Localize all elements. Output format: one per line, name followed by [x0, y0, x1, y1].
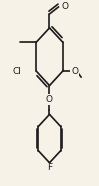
Text: O: O [71, 67, 78, 76]
Text: O: O [61, 2, 68, 11]
Text: O: O [61, 2, 68, 11]
Text: Cl: Cl [13, 67, 22, 76]
Text: F: F [47, 163, 52, 172]
Text: O: O [46, 95, 53, 104]
